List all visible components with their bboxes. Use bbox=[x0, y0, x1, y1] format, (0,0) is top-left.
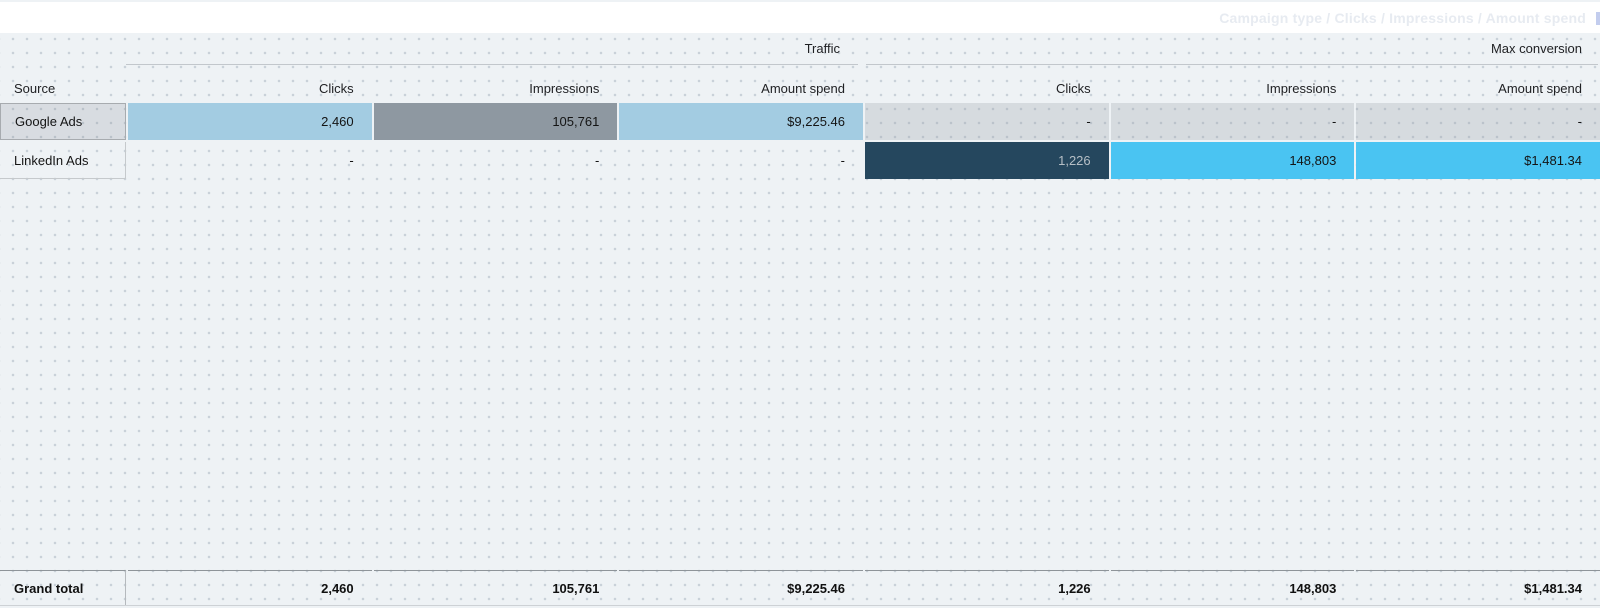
table-row-google-ads: Google Ads 2,460 105,761 $9,225.46 - - - bbox=[0, 103, 1600, 140]
cell-google-impressions-maxconv[interactable]: - bbox=[1110, 103, 1355, 140]
grand-total-row: Grand total 2,460 105,761 $9,225.46 1,22… bbox=[0, 570, 1600, 605]
cell-linkedin-clicks-maxconv[interactable]: 1,226 bbox=[865, 142, 1109, 179]
grand-total-impressions-traffic: 105,761 bbox=[373, 570, 618, 605]
cell-google-impressions-traffic[interactable]: 105,761 bbox=[373, 103, 618, 140]
grand-total-impressions-maxconv: 148,803 bbox=[1110, 570, 1355, 605]
group-underline-max-conversion bbox=[866, 64, 1598, 65]
cell-google-clicks-traffic[interactable]: 2,460 bbox=[128, 103, 372, 140]
table-row-linkedin-ads: LinkedIn Ads - - - 1,226 148,803 $1,481.… bbox=[0, 142, 1600, 179]
grand-total-clicks-traffic: 2,460 bbox=[128, 570, 372, 605]
column-header-impressions-traffic[interactable]: Impressions bbox=[529, 80, 600, 96]
column-header-amount-spend-traffic[interactable]: Amount spend bbox=[761, 80, 845, 96]
metric-breadcrumb-ghost-text: Campaign type / Clicks / Impressions / A… bbox=[1219, 9, 1586, 26]
group-underline-traffic bbox=[126, 64, 858, 65]
column-header-row: Source Clicks Impressions Amount spend C… bbox=[0, 74, 1600, 102]
cell-linkedin-clicks-traffic[interactable]: - bbox=[349, 153, 354, 168]
column-header-clicks-maxconv[interactable]: Clicks bbox=[1055, 80, 1091, 96]
cell-google-amount-spend-traffic[interactable]: $9,225.46 bbox=[619, 103, 863, 140]
cell-linkedin-impressions-maxconv[interactable]: 148,803 bbox=[1110, 142, 1355, 179]
cell-google-amount-spend-maxconv[interactable]: - bbox=[1356, 103, 1600, 140]
column-header-source[interactable]: Source bbox=[14, 80, 56, 96]
grand-total-clicks-maxconv: 1,226 bbox=[865, 570, 1109, 605]
column-header-impressions-maxconv[interactable]: Impressions bbox=[1266, 80, 1337, 96]
chart-toolbar-band: Campaign type / Clicks / Impressions / A… bbox=[0, 2, 1600, 33]
column-header-amount-spend-maxconv[interactable]: Amount spend bbox=[1498, 80, 1582, 96]
group-header-traffic[interactable]: Traffic bbox=[804, 41, 840, 56]
grand-total-amount-spend-traffic: $9,225.46 bbox=[619, 570, 863, 605]
grand-total-amount-spend-maxconv: $1,481.34 bbox=[1356, 570, 1600, 605]
cell-linkedin-impressions-traffic[interactable]: - bbox=[594, 153, 600, 168]
group-header-max-conversion[interactable]: Max conversion bbox=[1490, 41, 1582, 56]
grand-total-label: Grand total bbox=[0, 570, 126, 605]
row-header-google-ads[interactable]: Google Ads bbox=[0, 103, 126, 140]
cell-linkedin-amount-spend-traffic[interactable]: - bbox=[840, 153, 845, 168]
cell-google-clicks-maxconv[interactable]: - bbox=[865, 103, 1109, 140]
cell-linkedin-amount-spend-maxconv[interactable]: $1,481.34 bbox=[1356, 142, 1600, 179]
row-header-linkedin-ads[interactable]: LinkedIn Ads bbox=[0, 142, 126, 179]
table-bottom-border bbox=[0, 605, 1600, 606]
scroll-indicator[interactable] bbox=[1596, 12, 1600, 25]
column-header-clicks-traffic[interactable]: Clicks bbox=[318, 80, 354, 96]
